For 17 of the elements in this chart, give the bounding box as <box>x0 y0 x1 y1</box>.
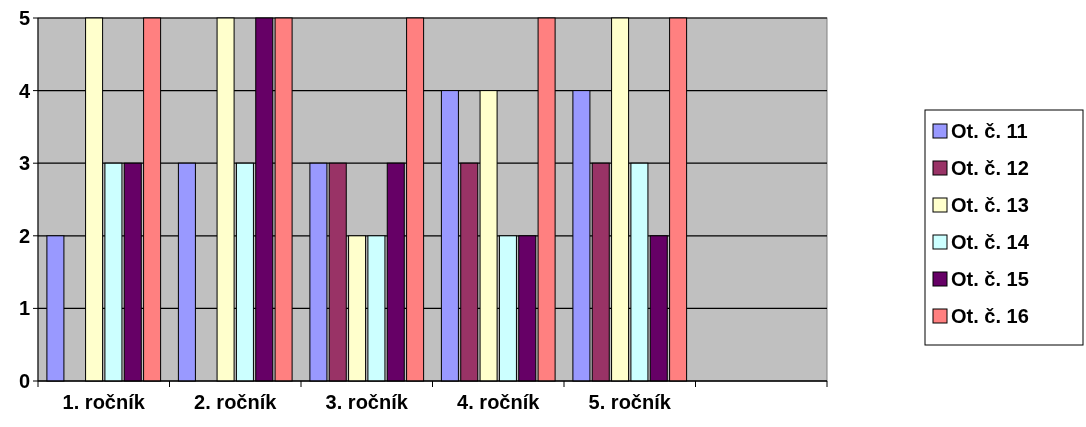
legend-label: Ot. č. 14 <box>951 231 1030 253</box>
y-tick-label: 3 <box>18 152 30 175</box>
legend-label: Ot. č. 15 <box>951 268 1029 290</box>
x-tick-label: 1. ročník <box>62 391 146 413</box>
y-tick-label: 2 <box>18 224 30 247</box>
x-tick-label: 5. ročník <box>588 391 672 413</box>
legend-label: Ot. č. 12 <box>951 157 1029 179</box>
x-tick-label: 3. ročník <box>325 391 409 413</box>
y-tick-label: 0 <box>18 370 30 392</box>
y-tick-label: 1 <box>18 297 30 320</box>
y-tick-label: 4 <box>18 79 31 102</box>
x-tick-label: 2. ročník <box>194 391 278 413</box>
legend-label: Ot. č. 13 <box>951 194 1029 216</box>
legend-label: Ot. č. 11 <box>951 120 1028 142</box>
x-tick-label: 4. ročník <box>457 391 541 413</box>
y-tick-label: 5 <box>18 7 30 29</box>
legend-label: Ot. č. 16 <box>951 305 1029 327</box>
